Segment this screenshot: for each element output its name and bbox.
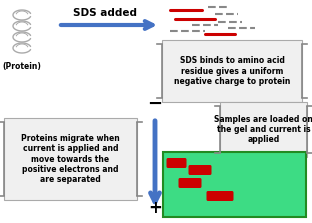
Text: (Protein): (Protein) bbox=[2, 62, 41, 71]
FancyBboxPatch shape bbox=[4, 118, 137, 200]
FancyBboxPatch shape bbox=[167, 158, 187, 168]
FancyBboxPatch shape bbox=[178, 178, 202, 188]
Text: SDS binds to amino acid
residue gives a uniform
negative charge to protein: SDS binds to amino acid residue gives a … bbox=[174, 56, 290, 86]
Text: Proteins migrate when
current is applied and
move towards the
positive electrons: Proteins migrate when current is applied… bbox=[21, 134, 120, 184]
FancyBboxPatch shape bbox=[207, 191, 233, 201]
Text: SDS added: SDS added bbox=[73, 8, 137, 18]
FancyBboxPatch shape bbox=[188, 165, 212, 175]
Text: −: − bbox=[148, 95, 163, 113]
FancyBboxPatch shape bbox=[162, 40, 302, 102]
Text: +: + bbox=[148, 199, 162, 217]
Text: Samples are loaded on
the gel and current is
applied: Samples are loaded on the gel and curren… bbox=[214, 115, 312, 145]
FancyBboxPatch shape bbox=[163, 152, 306, 217]
FancyBboxPatch shape bbox=[220, 102, 307, 157]
